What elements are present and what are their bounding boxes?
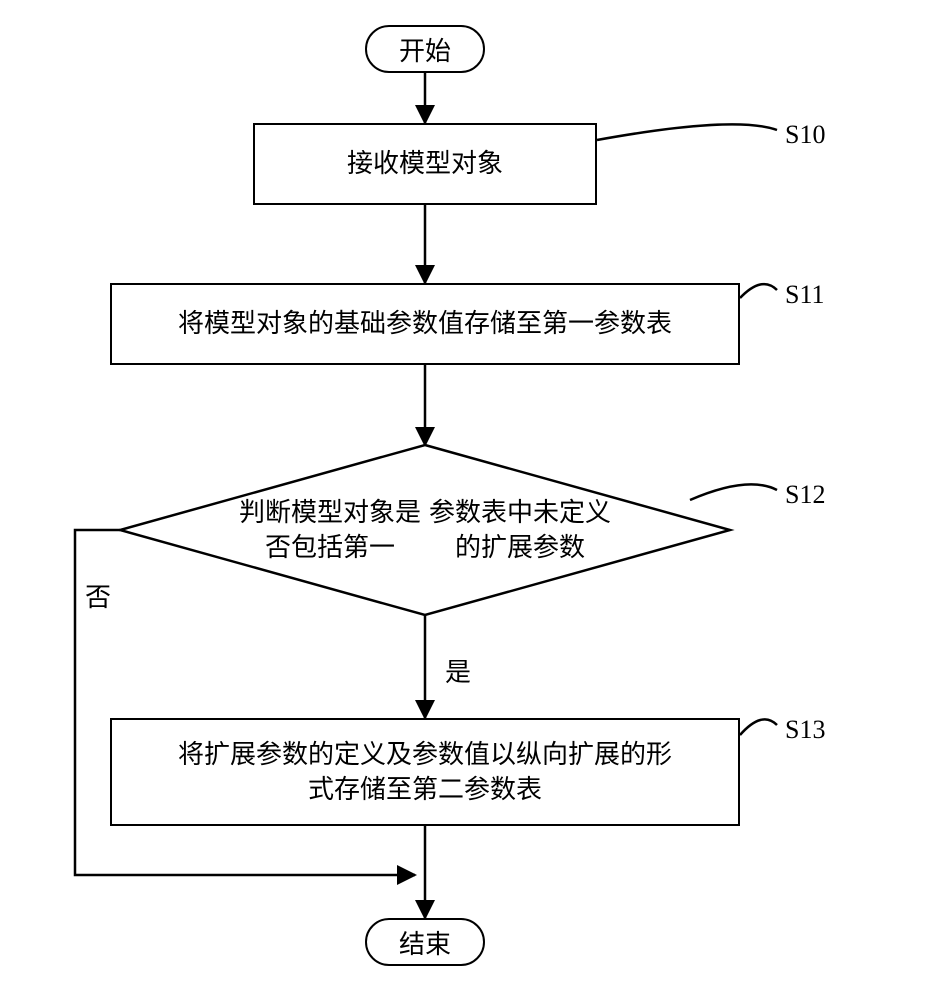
process-s13: 将扩展参数的定义及参数值以纵向扩展的形 式存储至第二参数表 [110, 718, 740, 826]
process-s11-label: 将模型对象的基础参数值存储至第一参数表 [178, 306, 672, 341]
start-label: 开始 [399, 31, 451, 68]
end-node: 结束 [365, 918, 485, 966]
edge-label-yes: 是 [445, 652, 471, 689]
start-node: 开始 [365, 25, 485, 73]
process-s11: 将模型对象的基础参数值存储至第一参数表 [110, 283, 740, 365]
process-s13-line2: 式存储至第二参数表 [308, 772, 542, 807]
leader-s13 [740, 719, 777, 735]
leader-s11 [740, 284, 777, 298]
end-label: 结束 [399, 924, 451, 961]
decision-s12-shape [120, 445, 730, 615]
step-label-s13: S13 [785, 715, 825, 745]
process-s10-label: 接收模型对象 [347, 146, 503, 181]
step-label-s11: S11 [785, 280, 825, 310]
process-s13-line1: 将扩展参数的定义及参数值以纵向扩展的形 [178, 737, 672, 772]
edge-label-no: 否 [85, 577, 111, 614]
process-s10: 接收模型对象 [253, 123, 597, 205]
step-label-s12: S12 [785, 480, 825, 510]
leader-s10 [597, 124, 777, 140]
step-label-s10: S10 [785, 120, 825, 150]
leader-s12 [690, 484, 777, 500]
